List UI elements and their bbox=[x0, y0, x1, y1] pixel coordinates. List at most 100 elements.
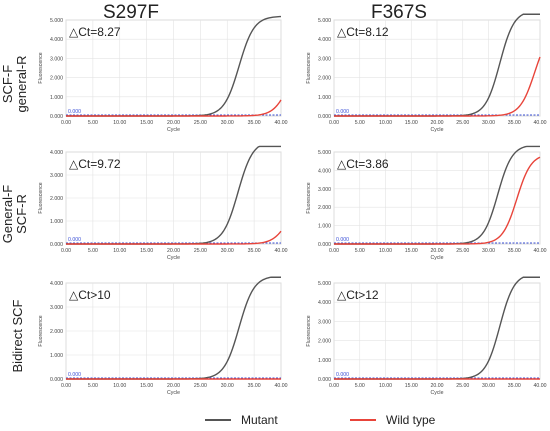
panel-5: 0.00 5.00 10.00 15.00 20.00 25.00 30.00 35.00 40… bbox=[38, 276, 288, 396]
legend-mutant: Mutant bbox=[205, 410, 278, 430]
legend-mutant-label: Mutant bbox=[241, 413, 278, 427]
x-tick-label: 35.00 bbox=[248, 383, 261, 389]
x-tick-label: 35.00 bbox=[508, 248, 521, 254]
delta-ct-annotation: △Ct=8.12 bbox=[337, 25, 389, 39]
threshold-label: 0.000 bbox=[68, 109, 81, 115]
x-tick-label: 40.00 bbox=[534, 248, 547, 254]
x-tick-label: 40.00 bbox=[275, 383, 288, 389]
x-tick-label: 40.00 bbox=[275, 248, 288, 254]
y-tick-label: 1.000 bbox=[50, 353, 63, 359]
series-wild-type bbox=[66, 230, 282, 245]
x-tick-label: 10.00 bbox=[379, 120, 392, 126]
x-axis-label: Cycle bbox=[431, 255, 444, 261]
y-axis-label: Fluorescence bbox=[38, 52, 44, 83]
x-tick-label: 0.00 bbox=[61, 120, 71, 126]
y-tick-label: 1.000 bbox=[50, 219, 63, 225]
x-tick-label: 15.00 bbox=[405, 120, 418, 126]
x-tick-label: 30.00 bbox=[482, 248, 495, 254]
y-tick-label: 4.000 bbox=[50, 150, 63, 156]
series-wild-type bbox=[334, 156, 541, 245]
x-tick-label: 25.00 bbox=[194, 383, 207, 389]
legend-wildtype-swatch bbox=[350, 419, 376, 421]
legend-wildtype-label: Wild type bbox=[386, 413, 436, 427]
panel-4: 0.00 5.00 10.00 15.00 20.00 25.00 30.00 35.00 40… bbox=[306, 145, 547, 261]
threshold-label: 0.000 bbox=[336, 237, 349, 243]
y-tick-label: 4.000 bbox=[50, 281, 63, 287]
x-tick-label: 20.00 bbox=[167, 383, 180, 389]
x-tick-label: 0.00 bbox=[61, 248, 71, 254]
delta-ct-annotation: △Ct>10 bbox=[69, 288, 111, 302]
x-axis-label: Cycle bbox=[167, 390, 180, 396]
panel-1: 0.00 5.00 10.00 15.00 20.00 25.00 30.00 35.00 40… bbox=[38, 15, 288, 133]
x-tick-label: 5.00 bbox=[355, 248, 365, 254]
y-tick-label: 3.000 bbox=[50, 173, 63, 179]
x-tick-label: 15.00 bbox=[140, 120, 153, 126]
x-tick-label: 35.00 bbox=[248, 120, 261, 126]
column-title-f367s: F367S bbox=[371, 2, 427, 23]
x-tick-label: 30.00 bbox=[221, 120, 234, 126]
threshold-label: 0.000 bbox=[68, 372, 81, 378]
y-tick-label: 4.000 bbox=[318, 37, 331, 43]
y-tick-label: 0.000 bbox=[50, 114, 63, 120]
x-tick-label: 30.00 bbox=[482, 383, 495, 389]
y-tick-label: 3.000 bbox=[318, 56, 331, 62]
y-tick-label: 5.000 bbox=[318, 18, 331, 24]
y-axis-label: Fluorescence bbox=[306, 52, 312, 83]
x-tick-label: 0.00 bbox=[329, 383, 339, 389]
x-tick-label: 35.00 bbox=[508, 383, 521, 389]
x-tick-label: 20.00 bbox=[431, 248, 444, 254]
y-tick-label: 5.000 bbox=[50, 18, 63, 24]
x-tick-label: 20.00 bbox=[167, 120, 180, 126]
x-axis-label: Cycle bbox=[167, 127, 180, 133]
x-tick-label: 30.00 bbox=[482, 120, 495, 126]
x-tick-label: 5.00 bbox=[88, 120, 98, 126]
x-tick-label: 10.00 bbox=[113, 248, 126, 254]
y-tick-label: 5.000 bbox=[318, 150, 331, 156]
y-tick-label: 2.000 bbox=[50, 196, 63, 202]
series-wild-type bbox=[334, 56, 541, 117]
panel-6: 0.00 5.00 10.00 15.00 20.00 25.00 30.00 35.00 40… bbox=[306, 276, 547, 396]
legend-mutant-swatch bbox=[205, 419, 231, 421]
x-tick-label: 35.00 bbox=[508, 120, 521, 126]
delta-ct-annotation: △Ct>12 bbox=[337, 288, 379, 302]
y-tick-label: 1.000 bbox=[318, 358, 331, 364]
y-tick-label: 0.000 bbox=[50, 377, 63, 383]
x-tick-label: 15.00 bbox=[140, 383, 153, 389]
x-tick-label: 5.00 bbox=[88, 383, 98, 389]
panel-3: 0.00 5.00 10.00 15.00 20.00 25.00 30.00 35.00 40… bbox=[38, 145, 288, 261]
y-tick-label: 3.000 bbox=[50, 305, 63, 311]
x-tick-label: 0.00 bbox=[61, 383, 71, 389]
x-tick-label: 25.00 bbox=[456, 120, 469, 126]
y-tick-label: 0.000 bbox=[318, 242, 331, 248]
x-tick-label: 25.00 bbox=[456, 383, 469, 389]
y-tick-label: 4.000 bbox=[50, 37, 63, 43]
x-axis-label: Cycle bbox=[167, 255, 180, 261]
y-axis-label: Fluorescence bbox=[38, 182, 44, 213]
y-tick-label: 0.000 bbox=[50, 242, 63, 248]
delta-ct-annotation: △Ct=3.86 bbox=[337, 157, 389, 171]
panel-2: 0.00 5.00 10.00 15.00 20.00 25.00 30.00 35.00 40… bbox=[306, 13, 547, 133]
y-tick-label: 3.000 bbox=[50, 56, 63, 62]
y-tick-label: 3.000 bbox=[318, 319, 331, 325]
x-tick-label: 15.00 bbox=[405, 248, 418, 254]
x-tick-label: 30.00 bbox=[221, 248, 234, 254]
x-tick-label: 30.00 bbox=[221, 383, 234, 389]
y-tick-label: 2.000 bbox=[50, 329, 63, 335]
x-axis-label: Cycle bbox=[431, 390, 444, 396]
threshold-label: 0.000 bbox=[68, 237, 81, 243]
column-title-s297f: S297F bbox=[103, 2, 159, 23]
x-tick-label: 40.00 bbox=[534, 120, 547, 126]
x-axis-label: Cycle bbox=[431, 127, 444, 133]
y-axis-label: Fluorescence bbox=[306, 182, 312, 213]
x-tick-label: 10.00 bbox=[113, 120, 126, 126]
x-tick-label: 10.00 bbox=[379, 383, 392, 389]
x-tick-label: 15.00 bbox=[140, 248, 153, 254]
y-tick-label: 1.000 bbox=[318, 95, 331, 101]
x-tick-label: 40.00 bbox=[275, 120, 288, 126]
x-tick-label: 10.00 bbox=[379, 248, 392, 254]
y-tick-label: 0.000 bbox=[318, 377, 331, 383]
y-tick-label: 2.000 bbox=[50, 76, 63, 82]
x-tick-label: 10.00 bbox=[113, 383, 126, 389]
y-axis-label: Fluorescence bbox=[306, 315, 312, 346]
